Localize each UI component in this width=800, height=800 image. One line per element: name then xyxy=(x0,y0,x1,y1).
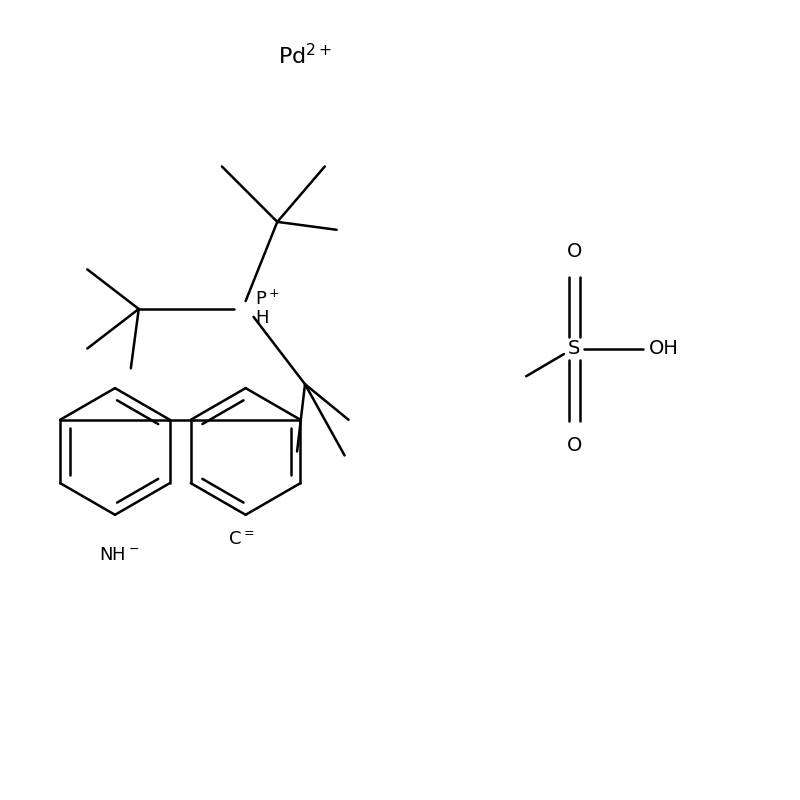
Text: O: O xyxy=(566,242,582,262)
Text: Pd$^{2+}$: Pd$^{2+}$ xyxy=(278,43,332,68)
Text: NH$^-$: NH$^-$ xyxy=(99,546,139,565)
Text: OH: OH xyxy=(650,339,679,358)
Text: P$^+$: P$^+$ xyxy=(255,290,280,309)
Text: H: H xyxy=(255,309,269,327)
Text: S: S xyxy=(568,339,580,358)
Text: C$^=$: C$^=$ xyxy=(229,530,255,549)
Text: O: O xyxy=(566,436,582,454)
